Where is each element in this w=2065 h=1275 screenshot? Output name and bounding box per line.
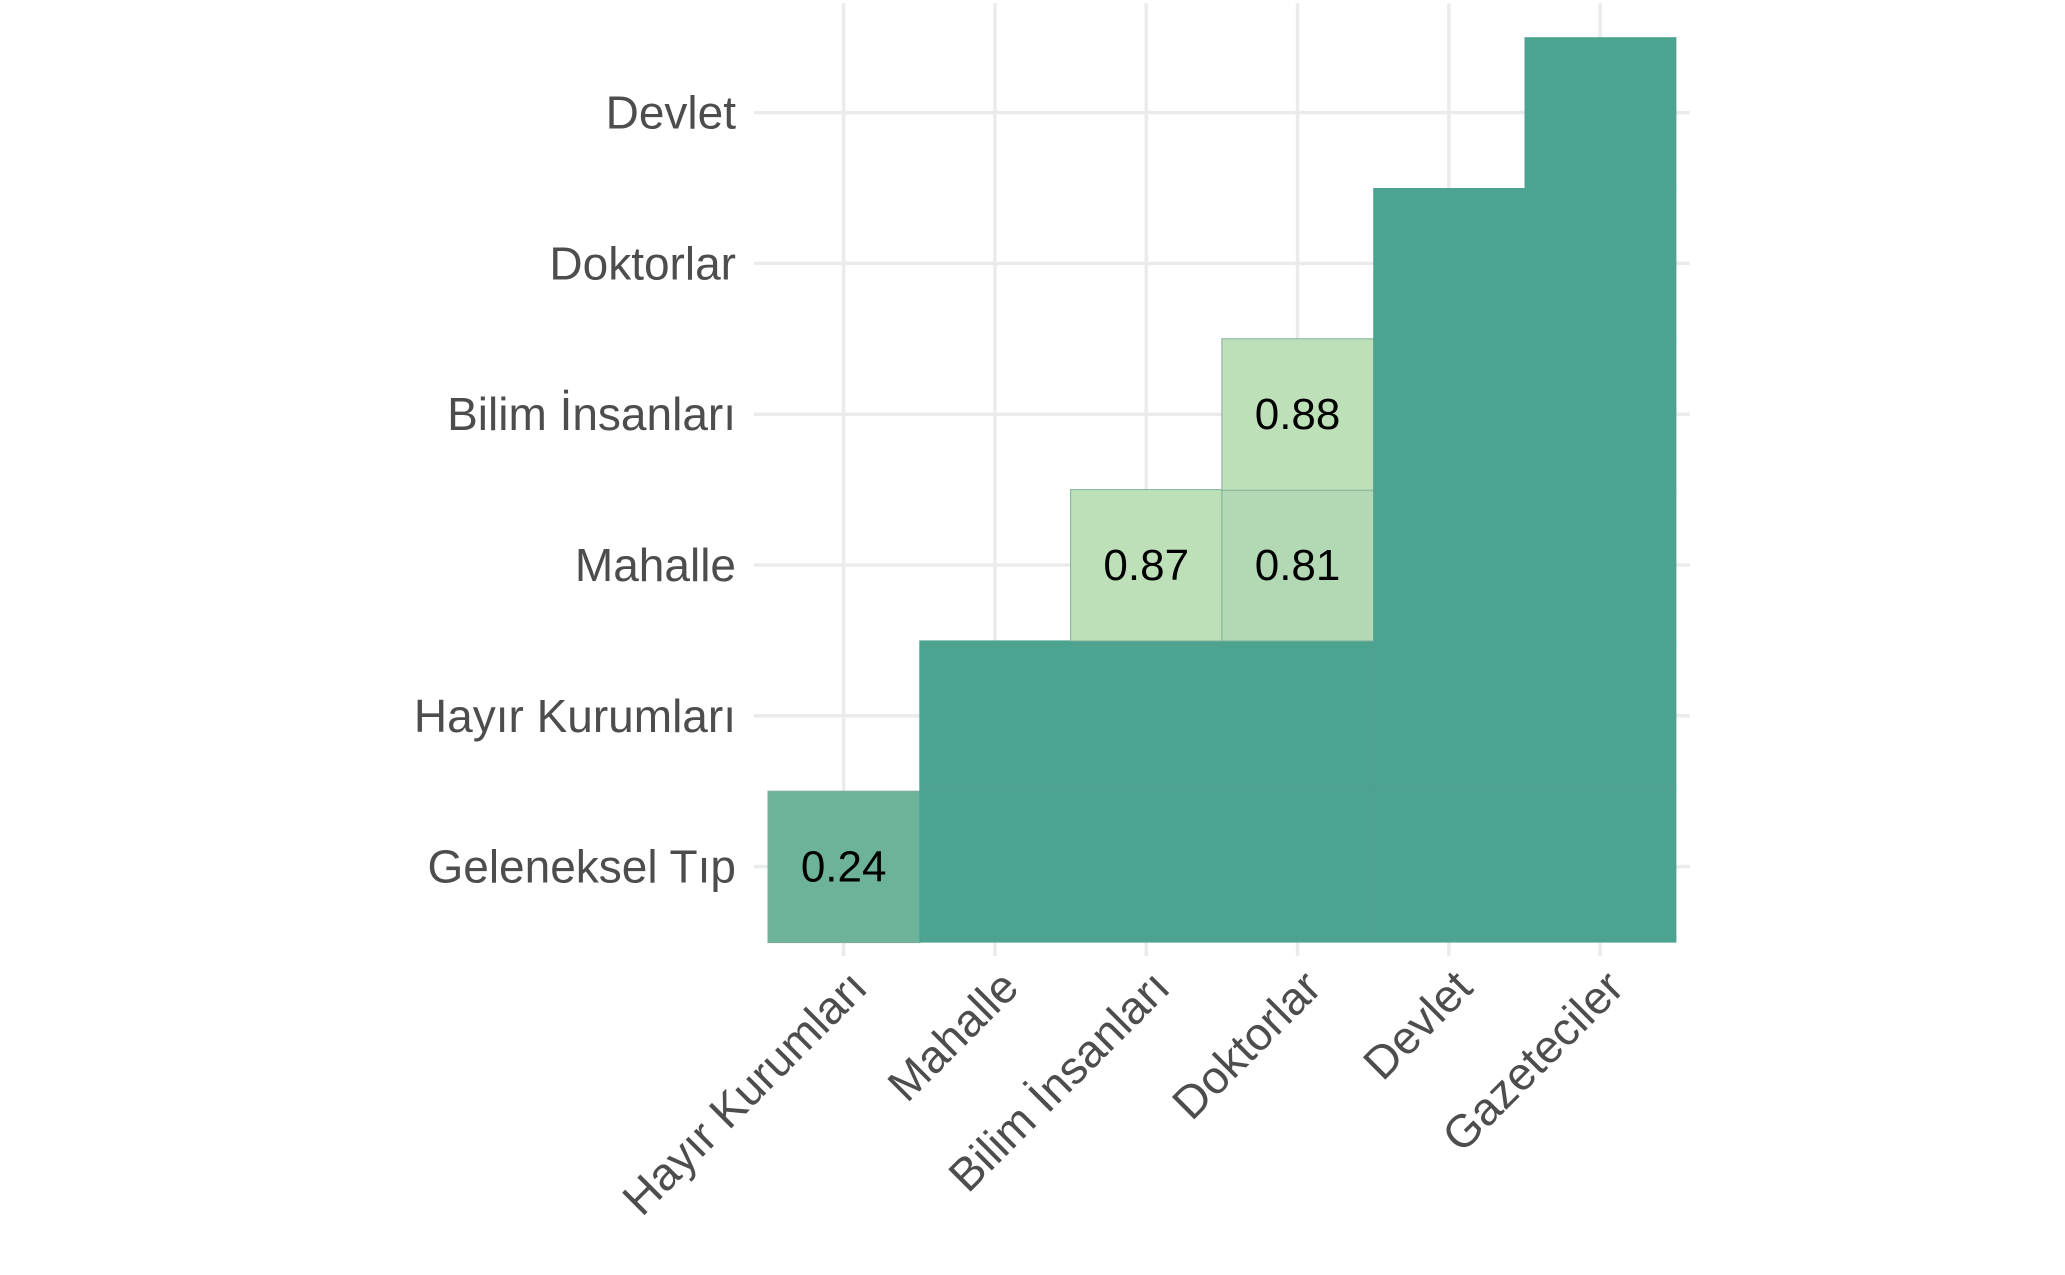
heatmap-cell: [919, 791, 1072, 943]
heatmap-cell: [1221, 791, 1374, 943]
heatmap-cell: [1070, 640, 1223, 792]
heatmap-cell: [1524, 188, 1677, 340]
heatmap-cell: [1070, 489, 1223, 642]
y-tick-label: Devlet: [606, 87, 737, 139]
y-tick-label: Geleneksel Tıp: [427, 841, 736, 893]
x-tick-label: Mahalle: [877, 960, 1028, 1111]
heatmap-cell: [1373, 338, 1526, 491]
y-axis: Geleneksel Tıp Hayır Kurumları Mahalle Bili…: [414, 87, 736, 893]
heatmap-cell: [1373, 188, 1526, 340]
cell-value-label: 0.88: [1255, 390, 1341, 439]
cell-value-label: 0.24: [801, 843, 887, 892]
y-tick-label: Bilim İnsanları: [447, 388, 736, 440]
y-tick-label: Doktorlar: [549, 237, 736, 289]
heatmap-cell: [1373, 791, 1526, 943]
heatmap-cell: [919, 640, 1072, 792]
cell-labels: 0.24 0.87 0.81 0.88: [801, 390, 1341, 891]
heatmap-cell: [767, 790, 921, 944]
x-tick-label: Doktorlar: [1162, 960, 1331, 1129]
heatmap-cell: [1524, 489, 1677, 641]
heatmap-cell: [1221, 338, 1375, 491]
heatmap-cell: [1221, 640, 1374, 792]
heatmap-cell: [1524, 640, 1677, 792]
heatmap-cell: [1524, 37, 1677, 189]
heatmap-cells: [767, 37, 1677, 944]
heatmap-cell: [1524, 338, 1677, 491]
heatmap-cell: [1524, 791, 1677, 943]
x-tick-label: Hayır Kurumları: [612, 960, 877, 1225]
heatmap-cell: [1373, 640, 1526, 792]
heatmap-cell: [1373, 489, 1526, 641]
cell-value-label: 0.87: [1103, 541, 1189, 590]
x-tick-label: Devlet: [1353, 960, 1482, 1089]
y-tick-label: Hayır Kurumları: [414, 690, 736, 742]
y-tick-label: Mahalle: [575, 539, 736, 591]
heatmap-cell: [1070, 791, 1223, 943]
cell-value-label: 0.81: [1255, 541, 1341, 590]
